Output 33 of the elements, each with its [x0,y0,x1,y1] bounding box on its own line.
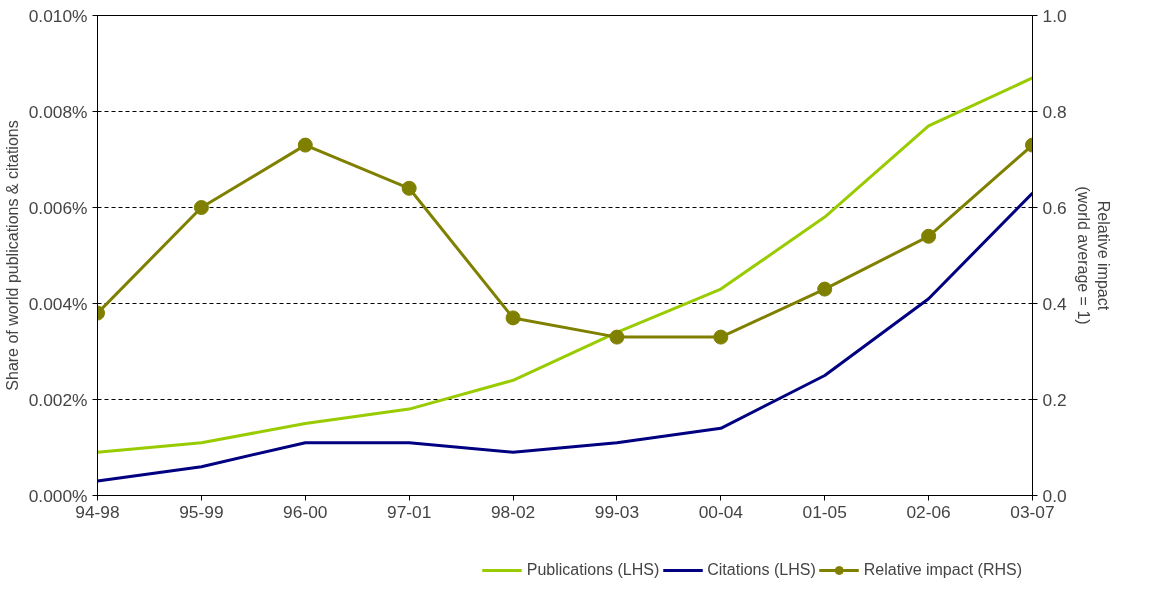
y2-tick-label: 1.0 [1042,5,1067,26]
y-tick-label: 0.008% [28,101,88,122]
point [609,329,625,345]
point [505,310,521,326]
y-axis-title: Share of world publications & citations [3,120,21,391]
y2-tick-label: 0.6 [1042,197,1067,218]
y-tick-label: 0.006% [28,197,88,218]
y2-axis-title: Relative impact (world average = 1) [1074,186,1112,325]
x-tick-label: 97-01 [387,501,432,522]
point [401,180,417,196]
x-tick-label: 99-03 [594,501,640,522]
y2-tick-label: 0.2 [1042,389,1067,410]
x-tick-label: 96-00 [283,501,328,522]
point [921,228,937,244]
y-tick-label: 0.004% [28,293,88,314]
point [713,329,729,345]
x-tick-label: 95-99 [179,501,224,522]
point [297,137,313,153]
point [817,281,833,297]
x-tick-label: 02-06 [906,501,951,522]
point [193,200,209,215]
x-tick-label: 01-05 [802,501,847,522]
legend-label: Citations (LHS) [707,561,816,579]
y2-tick-label: 0.8 [1042,101,1067,122]
y-tick-label: 0.002% [28,389,88,410]
line-series [97,191,1033,483]
legend-label: Relative impact (RHS) [863,561,1022,579]
y2-tick-label: 0.4 [1042,293,1067,314]
y-tick-label: 0.010% [28,5,88,26]
x-tick-label: 98-02 [490,501,536,522]
legend-label: Publications (LHS) [526,561,660,579]
line-series [97,76,1033,454]
x-tick-label: 00-04 [698,501,744,522]
